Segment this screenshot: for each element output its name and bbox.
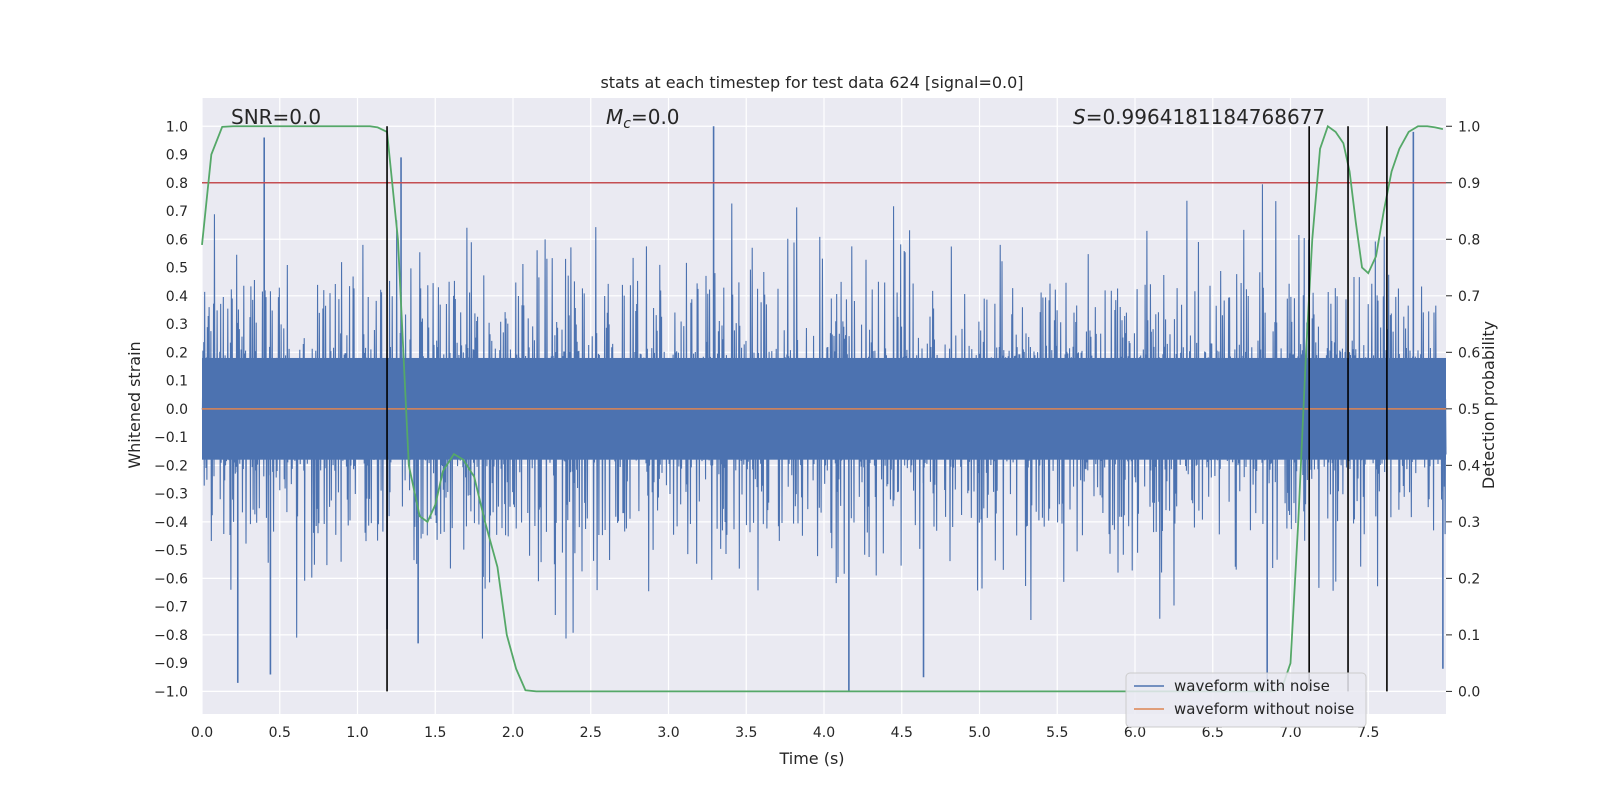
- y2-tick-label: 0.7: [1458, 289, 1480, 305]
- y2-tick-label: 0.8: [1458, 232, 1480, 248]
- x-tick-label: 1.0: [346, 725, 368, 741]
- x-tick-label: 5.0: [968, 725, 990, 741]
- snr-annotation: SNR=0.0: [231, 105, 321, 129]
- y2-tick-label: 0.3: [1458, 515, 1480, 531]
- s-annotation: S=0.9964181184768677: [1073, 105, 1325, 129]
- x-axis-ticks: 0.0 0.5 1.0 1.5 2.0 2.5 3.0 3.5 4.0 4.5 5.0 5.5 6.0 6…: [191, 725, 1380, 741]
- x-tick-label: 7.5: [1357, 725, 1379, 741]
- x-tick-label: 3.0: [657, 725, 679, 741]
- x-tick-label: 2.5: [580, 725, 602, 741]
- x-tick-label: 4.0: [813, 725, 835, 741]
- x-axis-label: Time (s): [778, 749, 844, 768]
- x-tick-label: 4.5: [891, 725, 913, 741]
- y-tick-label: 0.9: [166, 148, 188, 164]
- y-tick-label: −0.9: [154, 656, 188, 672]
- x-tick-label: 6.5: [1202, 725, 1224, 741]
- y-tick-label: 0.0: [166, 402, 188, 418]
- legend-label-clean: waveform without noise: [1174, 700, 1354, 718]
- y2-tick-label: 0.4: [1458, 458, 1480, 474]
- mc-annotation: Mc=0.0: [606, 105, 680, 132]
- y-tick-label: 0.5: [166, 261, 188, 277]
- y2-tick-label: 0.9: [1458, 176, 1480, 192]
- y-tick-label: 1.0: [166, 119, 188, 135]
- y-tick-label: −0.4: [154, 515, 188, 531]
- y-tick-label: −0.5: [154, 543, 188, 559]
- x-tick-label: 3.5: [735, 725, 757, 741]
- s-symbol: S: [1073, 105, 1086, 129]
- x-tick-label: 7.0: [1279, 725, 1301, 741]
- y2-tick-label: 1.0: [1458, 119, 1480, 135]
- y-tick-label: −0.7: [154, 600, 188, 616]
- x-tick-label: 1.5: [424, 725, 446, 741]
- y2-axis-label: Detection probability: [1479, 321, 1498, 489]
- y-tick-label: 0.3: [166, 317, 188, 333]
- y-tick-label: −0.2: [154, 458, 188, 474]
- legend-box: [1125, 672, 1367, 728]
- detection-vlines: [386, 126, 1388, 692]
- mc-symbol: M: [606, 105, 623, 129]
- y-tick-label: −0.6: [154, 571, 188, 587]
- y-tick-label: −0.8: [154, 628, 188, 644]
- y-tick-label: 0.6: [166, 232, 188, 248]
- x-tick-label: 0.0: [191, 725, 213, 741]
- x-tick-label: 0.5: [269, 725, 291, 741]
- y-tick-label: −0.1: [154, 430, 188, 446]
- y-tick-label: −0.3: [154, 487, 188, 503]
- y-tick-label: 0.1: [166, 374, 188, 390]
- y-tick-label: 0.2: [166, 345, 188, 361]
- x-tick-label: 5.5: [1046, 725, 1068, 741]
- y-tick-label: −1.0: [154, 684, 188, 700]
- y2-tick-label: 0.2: [1458, 571, 1480, 587]
- chart-title: stats at each timestep for test data 624…: [600, 73, 1023, 92]
- legend-label-noise: waveform with noise: [1174, 677, 1330, 695]
- probability-series: [201, 124, 1444, 693]
- probability-line: [201, 124, 1444, 693]
- y2-tick-label: 0.5: [1458, 402, 1480, 418]
- y2-tick-label: 0.1: [1458, 628, 1480, 644]
- y-tick-label: 0.8: [166, 176, 188, 192]
- s-value: =0.9964181184768677: [1086, 105, 1325, 129]
- y-tick-label: 0.4: [166, 289, 188, 305]
- x-tick-label: 2.0: [502, 725, 524, 741]
- y-axis-ticks: −1.0 −0.9 −0.8 −0.7 −0.6 −0.5 −0.4 −0.3 −0.2 −0.1…: [154, 119, 188, 700]
- mc-subscript: c: [623, 116, 631, 132]
- mc-value: =0.0: [631, 105, 680, 129]
- y2-axis-ticks: 0.0 0.1 0.2 0.3 0.4 0.5 0.6 0.7 0.8 0.9 1.0: [1446, 119, 1480, 700]
- x-tick-label: 6.0: [1124, 725, 1146, 741]
- y-tick-label: 0.7: [166, 204, 188, 220]
- y-axis-label: Whitened strain: [125, 341, 144, 468]
- y2-tick-label: 0.0: [1458, 684, 1480, 700]
- legend: waveform with noise waveform without noi…: [1125, 672, 1367, 728]
- y2-tick-label: 0.6: [1458, 345, 1480, 361]
